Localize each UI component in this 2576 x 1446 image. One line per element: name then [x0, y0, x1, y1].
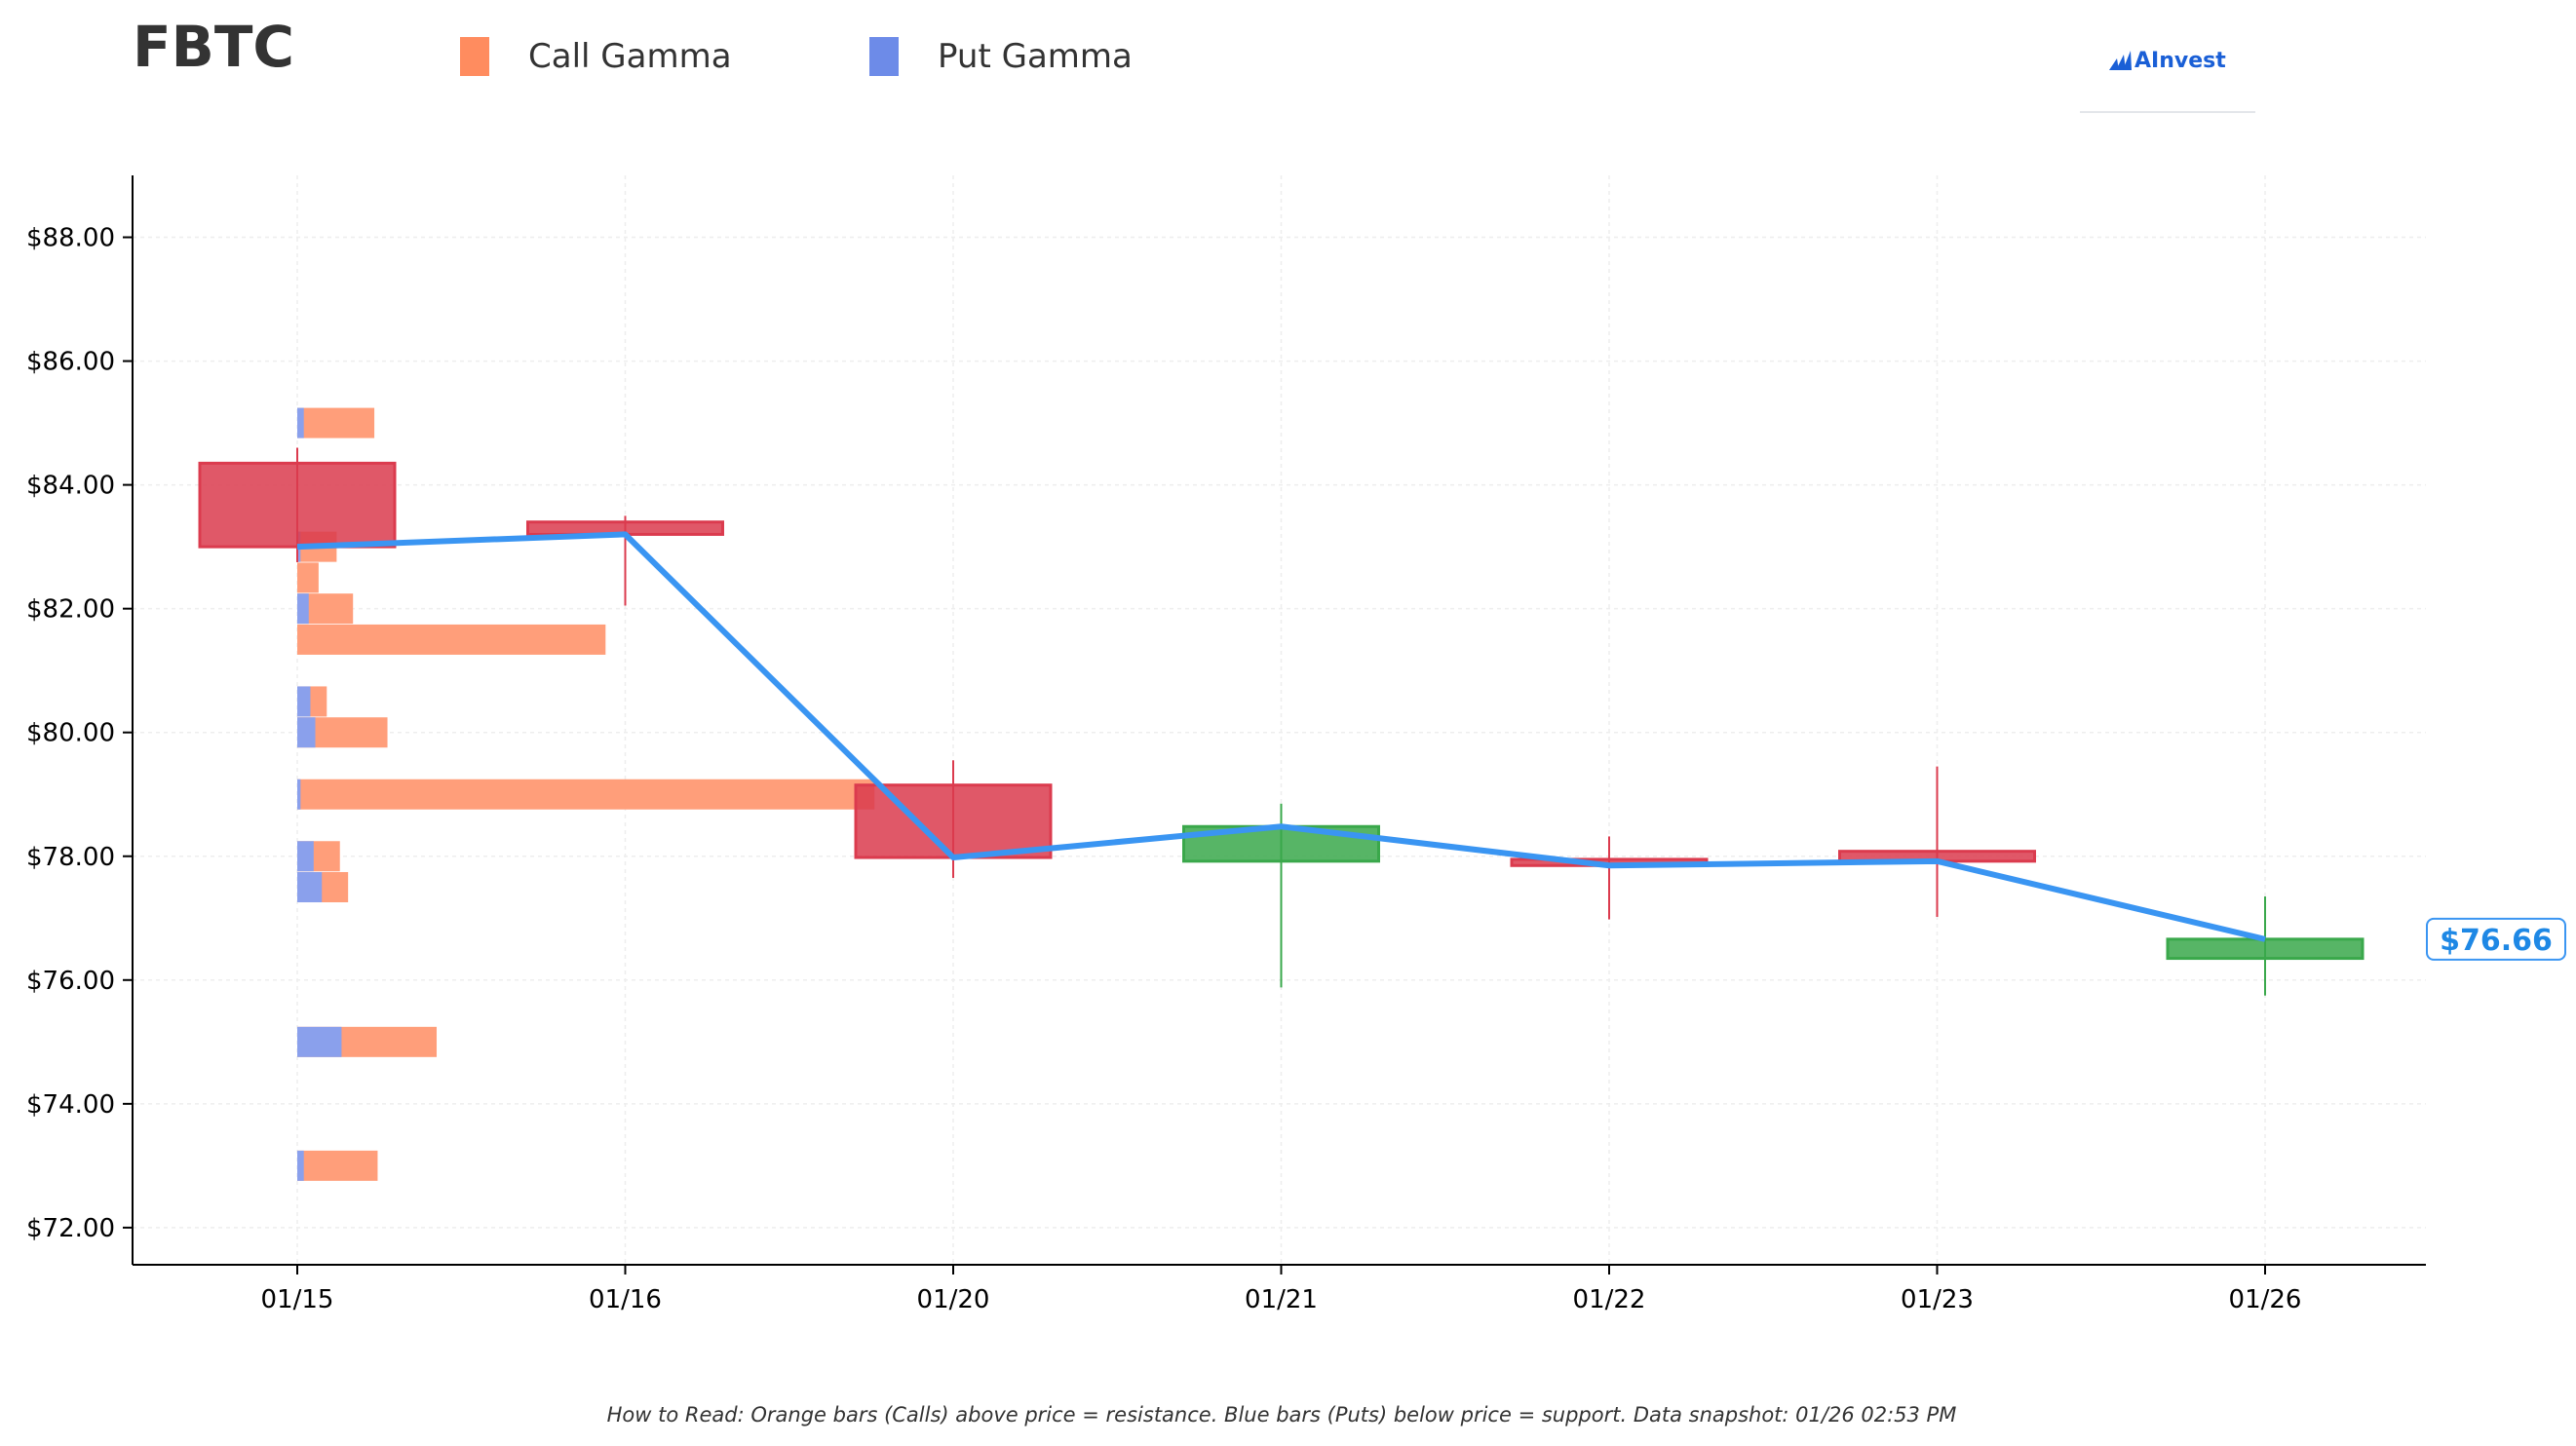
y-tick-label: $72.00	[26, 1214, 115, 1243]
y-tick-label: $80.00	[26, 719, 115, 748]
y-tick-label: $84.00	[26, 472, 115, 501]
y-tick-label: $86.00	[26, 348, 115, 377]
put-gamma-bar	[297, 872, 323, 903]
put-gamma-bar	[297, 717, 316, 748]
candle-body	[198, 461, 397, 549]
call-gamma-bar	[297, 1150, 378, 1181]
last-price-label: $76.66	[2426, 917, 2566, 961]
x-tick-label: 01/20	[917, 1285, 990, 1314]
last-price-box	[2426, 917, 2566, 961]
legend-label-put-gamma: Put Gamma	[938, 37, 1133, 76]
y-tick-label: $76.00	[26, 967, 115, 996]
y-tick-label: $78.00	[26, 843, 115, 872]
ainvest-logo-text: AInvest	[2134, 49, 2226, 73]
x-tick-label: 01/16	[589, 1285, 662, 1314]
x-tick-label: 01/23	[1901, 1285, 1974, 1314]
ainvest-logo: AInvest	[2107, 49, 2226, 73]
gamma-bars	[297, 407, 875, 1181]
call-gamma-bar	[297, 624, 606, 655]
put-gamma-bar	[297, 593, 309, 625]
put-gamma-bar	[297, 407, 304, 438]
put-gamma-bar	[297, 1150, 304, 1181]
x-tick-label: 01/21	[1245, 1285, 1318, 1314]
call-gamma-swatch-icon	[460, 37, 489, 76]
candle-body	[2166, 937, 2365, 961]
x-tick-label: 01/22	[1573, 1285, 1646, 1314]
y-tick-label: $88.00	[26, 224, 115, 253]
put-gamma-bar	[297, 841, 314, 872]
price-line	[296, 531, 2266, 942]
x-tick-label: 01/26	[2229, 1285, 2302, 1314]
logo-divider	[2080, 111, 2255, 113]
call-gamma-bar	[297, 562, 319, 593]
ainvest-logo-icon	[2109, 50, 2132, 70]
call-gamma-bar	[297, 779, 875, 810]
axes	[132, 175, 2426, 1266]
y-tick-label: $74.00	[26, 1090, 115, 1120]
put-gamma-bar	[297, 779, 301, 810]
legend-item-put-gamma: Put Gamma	[869, 37, 1133, 76]
gridlines	[133, 175, 2426, 1265]
x-axis-ticks: 01/15 01/16 01/20 01/21 01/22 01/23 01/26	[261, 1265, 2302, 1314]
y-axis-ticks: $72.00 $74.00 $76.00 $78.00 $80.00 $82.00 $84.…	[26, 224, 133, 1243]
put-gamma-swatch-icon	[869, 37, 899, 76]
y-tick-label: $82.00	[26, 595, 115, 625]
call-gamma-bar	[297, 407, 375, 438]
legend-label-call-gamma: Call Gamma	[528, 37, 732, 76]
legend-item-call-gamma: Call Gamma	[460, 37, 732, 76]
last-price-value: $76.66	[2440, 924, 2553, 958]
candlesticks	[198, 447, 2365, 996]
chart-canvas: $76.66 $72.00 $74.00 $76.00 $78.00 $80.00 $82.…	[26, 175, 2566, 1314]
put-gamma-bar	[297, 1026, 342, 1057]
footnote: How to Read: Orange bars (Calls) above p…	[606, 1403, 1957, 1427]
x-tick-label: 01/15	[261, 1285, 334, 1314]
candle-body	[854, 783, 1053, 859]
put-gamma-bar	[297, 686, 311, 717]
chart-title: FBTC	[133, 14, 294, 80]
